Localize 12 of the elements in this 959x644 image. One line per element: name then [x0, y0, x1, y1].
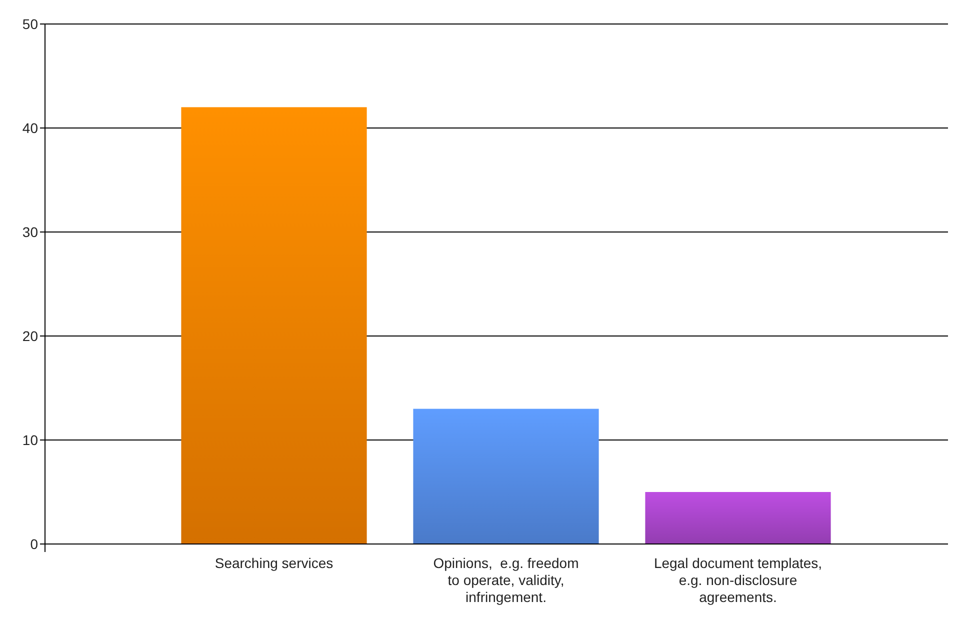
x-tick-label: Searching services [214, 555, 334, 571]
y-tick-label: 30 [22, 224, 38, 240]
y-tick-label: 10 [22, 432, 38, 448]
y-tick-label: 20 [22, 328, 38, 344]
bar [413, 408, 599, 544]
y-tick-label: 40 [22, 120, 38, 136]
bar [181, 107, 367, 544]
y-tick-label: 50 [22, 16, 38, 32]
x-tick-label: Legal document templates, e.g. non-disclosure agreements. [654, 555, 822, 605]
bar [645, 492, 831, 544]
y-tick-label: 0 [30, 536, 38, 552]
x-tick-label: Opinions, e.g. freedom to operate, validity, infringement. [433, 555, 579, 605]
